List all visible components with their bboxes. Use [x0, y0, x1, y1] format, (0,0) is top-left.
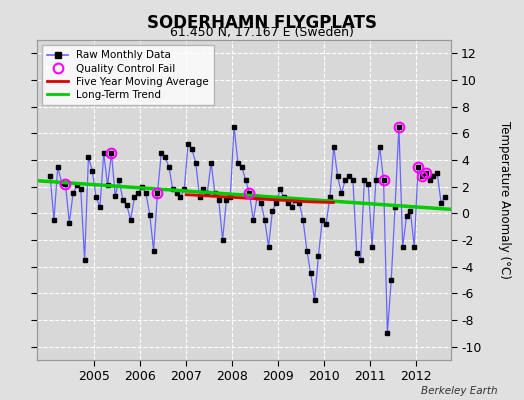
- Text: SODERHAMN FLYGPLATS: SODERHAMN FLYGPLATS: [147, 14, 377, 32]
- Legend: Raw Monthly Data, Quality Control Fail, Five Year Moving Average, Long-Term Tren: Raw Monthly Data, Quality Control Fail, …: [42, 45, 214, 105]
- Text: Berkeley Earth: Berkeley Earth: [421, 386, 498, 396]
- Text: 61.450 N, 17.167 E (Sweden): 61.450 N, 17.167 E (Sweden): [170, 26, 354, 39]
- Y-axis label: Temperature Anomaly (°C): Temperature Anomaly (°C): [498, 121, 511, 279]
